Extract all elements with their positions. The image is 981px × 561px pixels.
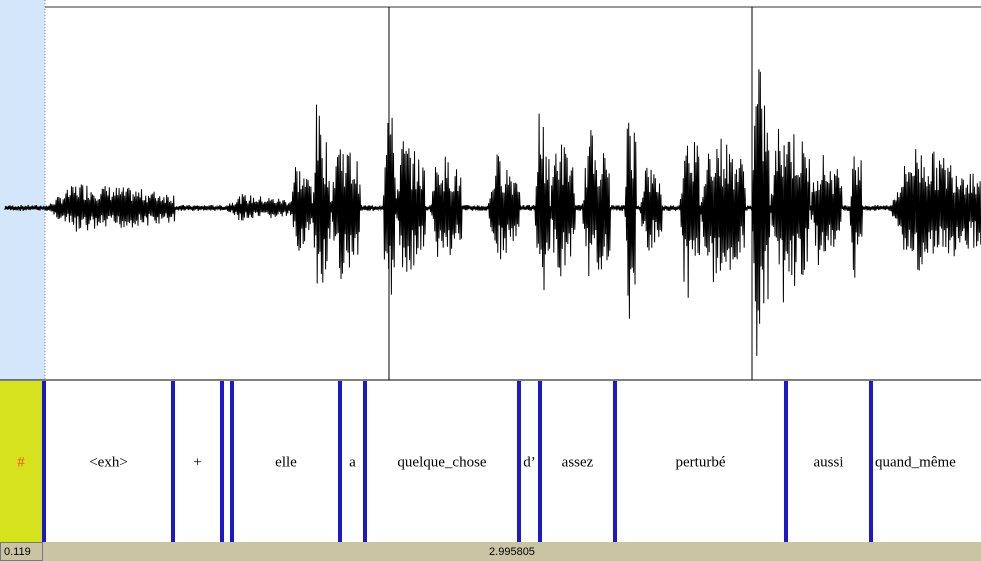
interval-boundary bbox=[363, 381, 367, 542]
interval-boundary bbox=[171, 381, 175, 542]
interval-label: <exh> bbox=[89, 454, 128, 470]
interval-label: perturbé bbox=[676, 454, 726, 470]
interval-label: a bbox=[349, 454, 356, 470]
interval-boundary bbox=[338, 381, 342, 542]
interval-label: + bbox=[193, 454, 201, 470]
interval-label: aussi bbox=[814, 454, 844, 470]
interval-label: elle bbox=[275, 454, 297, 470]
interval-boundary bbox=[538, 381, 542, 542]
interval-label: assez bbox=[562, 454, 594, 470]
interval-boundary bbox=[613, 381, 617, 542]
interval-boundary bbox=[784, 381, 788, 542]
footer-bar bbox=[0, 542, 981, 561]
tier: <exh> + elle a quelque_chose d’ assez perturbé a… bbox=[42, 381, 956, 542]
interval-boundary bbox=[42, 381, 46, 542]
start-time: 0.119 bbox=[4, 546, 31, 558]
interval-boundary bbox=[869, 381, 873, 542]
tier-name-box[interactable] bbox=[0, 381, 42, 542]
interval-label: quand_même bbox=[875, 454, 956, 470]
tier-name: # bbox=[17, 454, 25, 470]
selection-region bbox=[0, 0, 45, 380]
interval-label: quelque_chose bbox=[397, 454, 486, 470]
duration: 2.995805 bbox=[489, 546, 535, 558]
interval-label: d’ bbox=[523, 454, 536, 470]
waveform bbox=[4, 69, 981, 356]
interval-boundary bbox=[517, 381, 521, 542]
interval-boundary bbox=[230, 381, 234, 542]
interval-boundary bbox=[220, 381, 224, 542]
